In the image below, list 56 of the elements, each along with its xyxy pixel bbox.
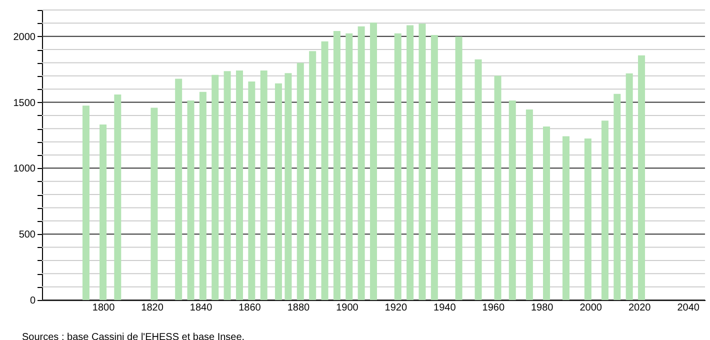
bar bbox=[601, 120, 608, 300]
source-note: Sources : base Cassini de l'EHESS et base Insee. bbox=[22, 332, 245, 340]
bar bbox=[614, 94, 621, 300]
bar bbox=[236, 70, 243, 300]
bar bbox=[296, 62, 304, 300]
x-tick-label: 1880 bbox=[287, 302, 310, 314]
bar bbox=[346, 33, 353, 300]
x-tick-label: 1920 bbox=[384, 302, 408, 314]
y-tick-label: 1500 bbox=[13, 98, 36, 109]
bar bbox=[526, 110, 533, 300]
x-tick-label: 2040 bbox=[677, 302, 700, 314]
bar bbox=[418, 24, 426, 300]
bar bbox=[187, 100, 194, 300]
x-tick-label: 1900 bbox=[336, 302, 359, 314]
bar bbox=[394, 33, 402, 300]
x-tick-label: 1820 bbox=[141, 302, 164, 314]
x-tick-label: 2000 bbox=[580, 302, 602, 314]
bar bbox=[562, 136, 570, 300]
y-tick-label: 500 bbox=[18, 230, 36, 241]
bar bbox=[358, 26, 365, 300]
bar bbox=[333, 30, 340, 300]
bar bbox=[321, 41, 328, 300]
bar bbox=[248, 81, 256, 300]
x-tick-label: 1860 bbox=[238, 302, 262, 314]
bar bbox=[638, 55, 646, 300]
bar bbox=[430, 35, 438, 300]
y-tick-label: 1000 bbox=[13, 164, 36, 175]
x-tick-label: 2020 bbox=[628, 302, 652, 314]
x-tick-label: 1840 bbox=[190, 302, 213, 314]
bar bbox=[309, 51, 316, 300]
bar bbox=[82, 106, 90, 300]
bar bbox=[474, 59, 482, 300]
bar bbox=[494, 76, 502, 300]
bar bbox=[175, 78, 182, 300]
x-tick-label: 1980 bbox=[531, 302, 554, 314]
bar bbox=[224, 71, 231, 300]
bar bbox=[212, 74, 219, 300]
bar bbox=[584, 138, 592, 300]
bar bbox=[370, 22, 377, 300]
bar bbox=[542, 126, 550, 300]
bar bbox=[406, 25, 414, 300]
bar bbox=[260, 70, 268, 300]
y-tick-label: 2000 bbox=[13, 32, 36, 43]
bar bbox=[626, 73, 633, 300]
x-tick-label: 1800 bbox=[92, 302, 116, 314]
x-tick-label: 1940 bbox=[434, 302, 456, 314]
bar bbox=[508, 100, 516, 300]
bar bbox=[284, 73, 292, 300]
bar bbox=[150, 108, 158, 300]
bar bbox=[114, 94, 122, 300]
bar bbox=[455, 36, 462, 300]
y-tick-label: 0 bbox=[30, 296, 36, 306]
bar bbox=[199, 92, 206, 300]
x-tick-label: 1960 bbox=[482, 302, 505, 314]
bar bbox=[100, 124, 107, 300]
bar bbox=[274, 83, 282, 300]
